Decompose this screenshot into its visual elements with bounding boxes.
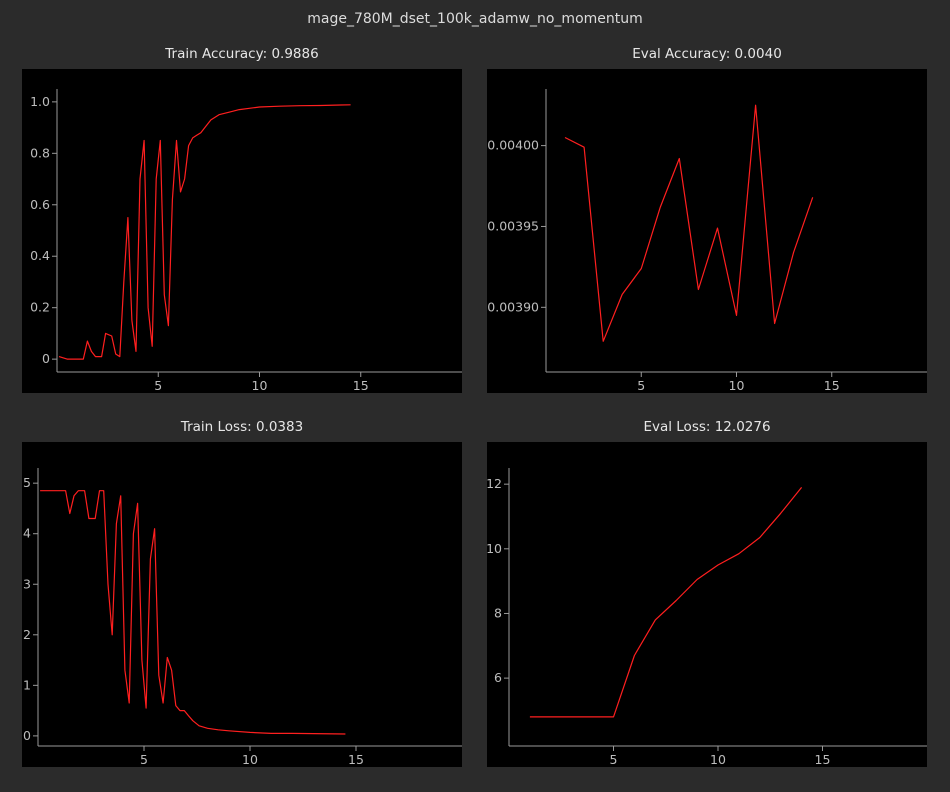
panel-title-eval-loss: Eval Loss: 12.0276: [643, 419, 771, 435]
y-tick-label: 8: [494, 605, 502, 620]
y-tick-label: 1.0: [30, 94, 50, 109]
y-tick-label: 4: [23, 526, 31, 541]
x-tick-label: 5: [154, 378, 162, 393]
y-tick-label: 1: [23, 677, 31, 692]
plot-eval-accuracy[interactable]: 5 10 15 0.00390 0.00395 0.00400: [487, 69, 927, 393]
y-tick-label: 0.00390: [487, 299, 539, 314]
y-tick-label: 6: [494, 670, 502, 685]
series-line: [40, 490, 346, 735]
panel-title-train-accuracy: Train Accuracy: 0.9886: [165, 46, 319, 62]
x-tick-label: 15: [815, 752, 831, 767]
y-tick-label: 0.6: [30, 197, 50, 212]
series-line: [564, 104, 814, 342]
y-tick-label: 12: [487, 476, 502, 491]
series-line: [529, 487, 803, 718]
chart-svg-train-accuracy: 5 10 15 0 0.2 0.4 0.6 0.8 1.0: [30, 89, 462, 393]
plot-eval-loss[interactable]: 5 10 15 6 8 10 12: [486, 442, 927, 767]
plot-train-accuracy[interactable]: 5 10 15 0 0.2 0.4 0.6 0.8 1.0: [22, 69, 462, 393]
y-tick-label: 3: [23, 576, 31, 591]
x-tick-label: 5: [140, 752, 148, 767]
chart-svg-eval-loss: 5 10 15 6 8 10 12: [486, 468, 927, 767]
series-line: [58, 104, 351, 360]
x-tick-label: 5: [610, 752, 618, 767]
y-tick-label: 0.2: [30, 300, 50, 315]
x-tick-label: 5: [637, 378, 645, 393]
plot-train-loss[interactable]: 5 10 15 0 1 2 3 4 5: [22, 442, 462, 767]
x-tick-label: 10: [729, 378, 745, 393]
x-tick-label: 15: [824, 378, 840, 393]
y-tick-label: 2: [23, 627, 31, 642]
y-tick-label: 0.00395: [487, 218, 539, 233]
y-tick-label: 5: [23, 475, 31, 490]
figure-title: mage_780M_dset_100k_adamw_no_momentum: [307, 11, 643, 27]
chart-svg-eval-accuracy: 5 10 15 0.00390 0.00395 0.00400: [487, 89, 927, 393]
x-tick-label: 15: [353, 378, 369, 393]
y-tick-label: 0: [42, 351, 50, 366]
y-tick-label: 0.00400: [487, 138, 539, 153]
panel-title-train-loss: Train Loss: 0.0383: [180, 419, 304, 435]
x-tick-label: 10: [242, 752, 258, 767]
y-tick-label: 10: [487, 541, 502, 556]
x-tick-label: 10: [252, 378, 268, 393]
y-tick-label: 0: [23, 728, 31, 743]
y-tick-label: 0.4: [30, 248, 50, 263]
chart-svg-train-loss: 5 10 15 0 1 2 3 4 5: [23, 468, 462, 767]
x-tick-label: 10: [710, 752, 726, 767]
y-tick-label: 0.8: [30, 145, 50, 160]
x-tick-label: 15: [348, 752, 364, 767]
panel-title-eval-accuracy: Eval Accuracy: 0.0040: [632, 46, 782, 62]
